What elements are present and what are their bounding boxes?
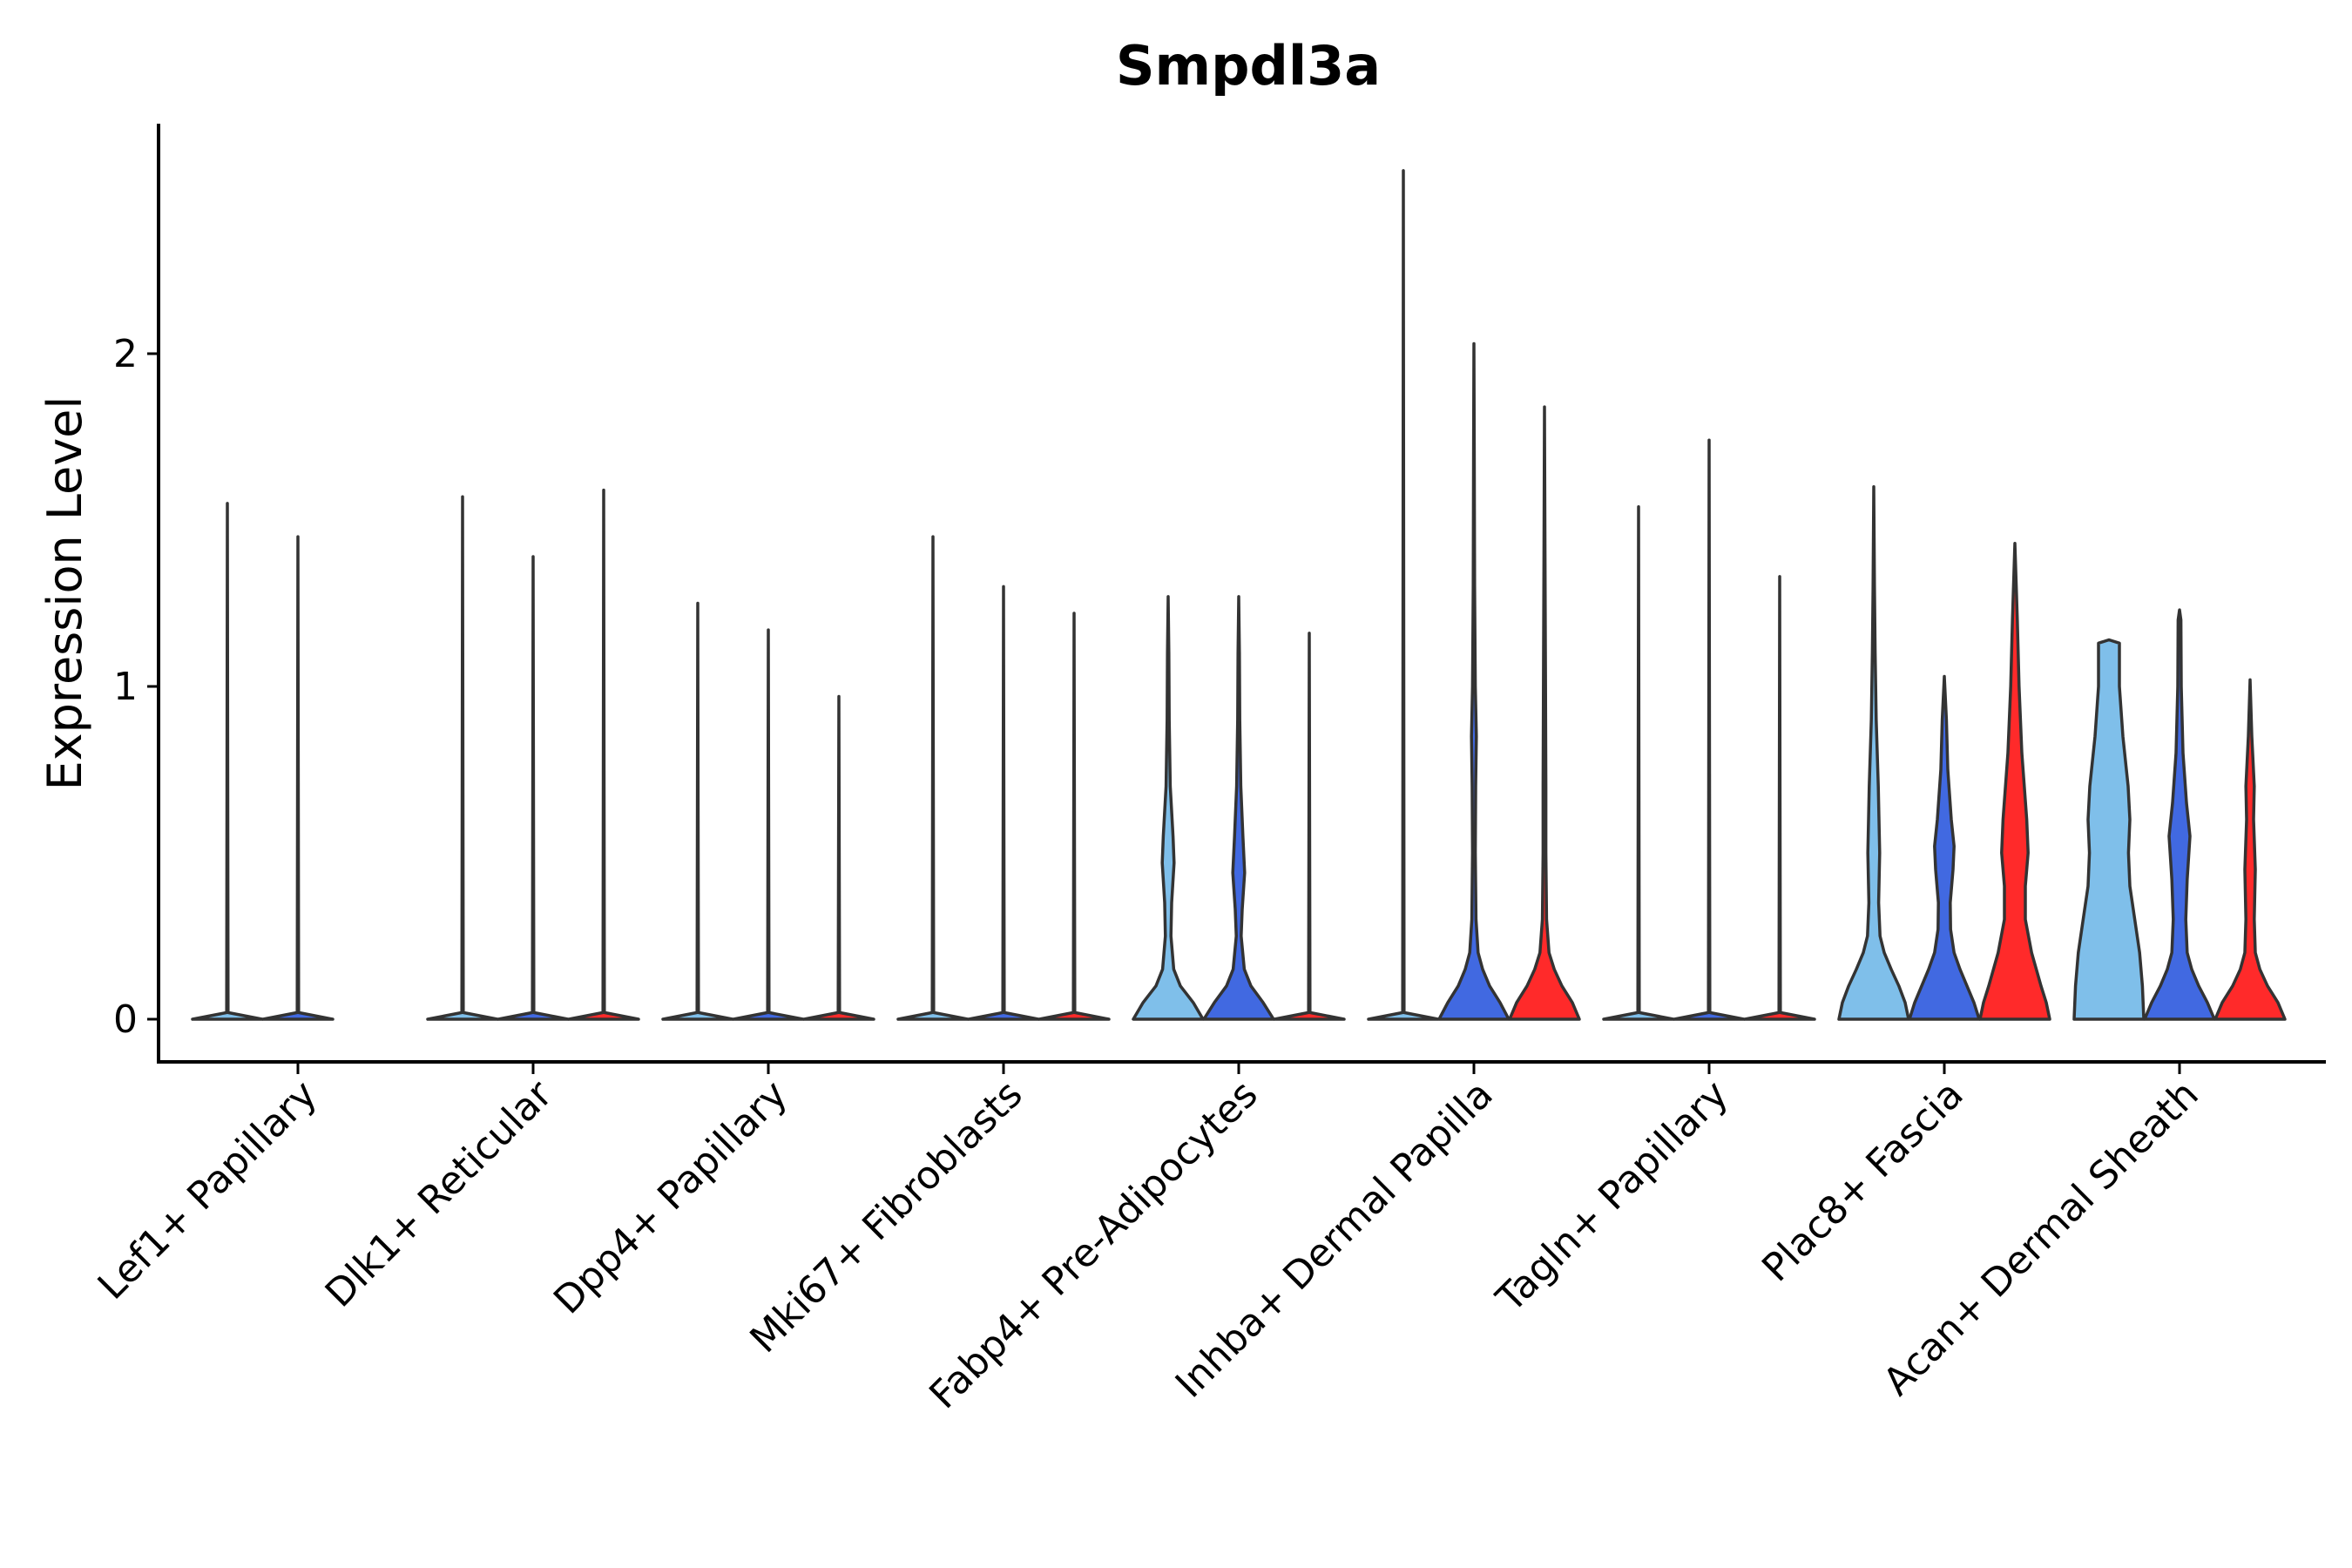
violin-group: [191, 169, 2287, 1021]
violin-0: [191, 502, 264, 1021]
violin-2: [426, 495, 499, 1021]
violin-18: [1673, 438, 1746, 1021]
violin-24: [2143, 608, 2216, 1021]
x-tick-label: Plac8+ Fascia: [1754, 1072, 1972, 1291]
x-tick-label: Tagln+ Papillary: [1488, 1072, 1737, 1321]
y-tick-label: 1: [113, 665, 138, 709]
violin-21: [1908, 674, 1981, 1021]
violin-23: [2072, 638, 2146, 1021]
chart-title: Smpdl3a: [1116, 34, 1381, 98]
violin-1: [261, 535, 335, 1021]
violin-4: [567, 488, 640, 1021]
x-tick-label: Dpp4+ Papillary: [545, 1072, 796, 1323]
y-axis-label: Expression Level: [37, 396, 92, 791]
violin-20: [1837, 485, 1910, 1021]
violin-12: [1202, 595, 1275, 1021]
violin-17: [1602, 504, 1675, 1021]
violin-8: [896, 535, 970, 1021]
violin-22: [1978, 541, 2051, 1021]
violin-3: [497, 555, 570, 1021]
y-axis-ticks: 0 1 2: [113, 332, 159, 1042]
violin-16: [1508, 405, 1581, 1021]
violin-9: [967, 585, 1040, 1021]
x-tick-label: Lef1+ Papillary: [90, 1072, 326, 1308]
violin-11: [1132, 595, 1205, 1021]
violin-25: [2213, 678, 2287, 1021]
y-tick-label: 2: [113, 332, 138, 376]
violin-14: [1367, 169, 1440, 1021]
violin-5: [661, 601, 734, 1021]
violin-6: [732, 628, 805, 1021]
violin-7: [802, 694, 875, 1021]
violin-19: [1743, 575, 1816, 1021]
violin-15: [1437, 341, 1511, 1021]
y-tick-label: 0: [113, 997, 138, 1042]
violin-13: [1273, 632, 1346, 1021]
x-tick-label: Dlk1+ Reticular: [317, 1071, 562, 1316]
violin-10: [1037, 612, 1111, 1021]
